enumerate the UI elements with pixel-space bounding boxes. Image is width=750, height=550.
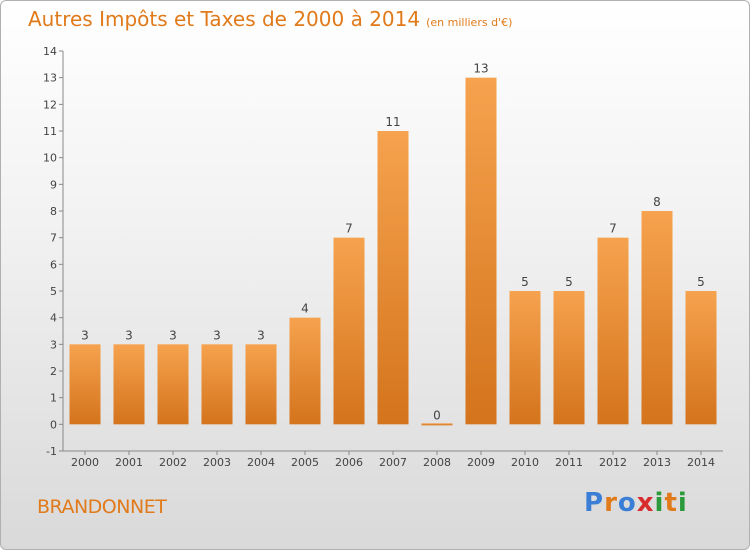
data-label: 4: [301, 302, 309, 316]
x-tick-label: 2011: [555, 456, 583, 469]
chart-unit: (en milliers d'€): [426, 16, 513, 29]
x-tick-label: 2007: [379, 456, 407, 469]
x-tick-label: 2002: [159, 456, 187, 469]
y-tick-label: 1: [50, 392, 57, 405]
bar: [641, 211, 673, 425]
proxiti-logo: Proxiti: [584, 488, 688, 518]
y-tick-label: 11: [43, 125, 57, 138]
bar: [377, 131, 409, 425]
y-tick-label: 0: [50, 418, 57, 431]
data-label: 13: [473, 62, 488, 76]
data-label: 8: [653, 195, 661, 209]
commune-name: BRANDONNET: [37, 496, 167, 518]
bar: [245, 344, 277, 425]
data-label: 11: [385, 115, 400, 129]
x-tick-label: 2009: [467, 456, 495, 469]
bar: [509, 291, 541, 425]
logo-letter: r: [604, 488, 618, 518]
y-tick-label: 7: [50, 232, 57, 245]
x-tick-label: 2003: [203, 456, 231, 469]
bar: [113, 344, 145, 425]
data-label: 3: [125, 328, 133, 342]
y-tick-label: 3: [50, 338, 57, 351]
logo-letter: i: [654, 488, 665, 518]
chart-labels: 3 3 3 3 3 4 7 11 0 13 5 5 7 8 5: [81, 62, 705, 423]
logo-letter: i: [677, 488, 688, 518]
bar: [157, 344, 189, 425]
data-label: 3: [169, 328, 177, 342]
bar: [201, 344, 233, 425]
bar: [465, 77, 497, 425]
data-label: 3: [213, 328, 221, 342]
data-label: 3: [81, 328, 89, 342]
bar: [333, 237, 365, 425]
bar: [69, 344, 101, 425]
x-tick-label: 2005: [291, 456, 319, 469]
y-tick-label: 6: [50, 258, 57, 271]
logo-letter: P: [584, 488, 605, 518]
data-label: 0: [433, 408, 441, 422]
data-label: 5: [521, 275, 529, 289]
x-tick-label: 2000: [71, 456, 99, 469]
x-tick-label: 2006: [335, 456, 363, 469]
bar: [685, 291, 717, 425]
bar: [421, 423, 453, 426]
y-tick-label: 8: [50, 205, 57, 218]
x-tick-label: 2010: [511, 456, 539, 469]
logo-letter: o: [617, 488, 637, 518]
y-tick-label: 5: [50, 285, 57, 298]
data-label: 5: [697, 275, 705, 289]
bar: [553, 291, 585, 425]
logo-letter: x: [636, 488, 655, 518]
x-tick-label: 2014: [687, 456, 715, 469]
chart-title-text: Autres Impôts et Taxes de 2000 à 2014: [28, 7, 421, 31]
x-tick-label: 2012: [599, 456, 627, 469]
y-tick-label: -1: [46, 445, 57, 458]
chart-bars: [69, 77, 717, 426]
x-tick-label: 2001: [115, 456, 143, 469]
data-label: 7: [345, 222, 353, 236]
y-tick-label: 4: [50, 312, 57, 325]
x-tick-label: 2008: [423, 456, 451, 469]
y-tick-label: 2: [50, 365, 57, 378]
logo-letter: t: [664, 488, 678, 518]
data-label: 7: [609, 222, 617, 236]
bar: [597, 237, 629, 425]
x-tick-label: 2013: [643, 456, 671, 469]
y-tick-label: 9: [50, 178, 57, 191]
y-tick-label: 13: [43, 72, 57, 85]
data-label: 3: [257, 328, 265, 342]
y-tick-label: 12: [43, 98, 57, 111]
y-tick-label: 10: [43, 152, 57, 165]
chart-title: Autres Impôts et Taxes de 2000 à 2014 (en…: [28, 7, 512, 31]
y-tick-label: 14: [43, 45, 57, 58]
data-label: 5: [565, 275, 573, 289]
bar: [289, 317, 321, 425]
x-tick-label: 2004: [247, 456, 275, 469]
